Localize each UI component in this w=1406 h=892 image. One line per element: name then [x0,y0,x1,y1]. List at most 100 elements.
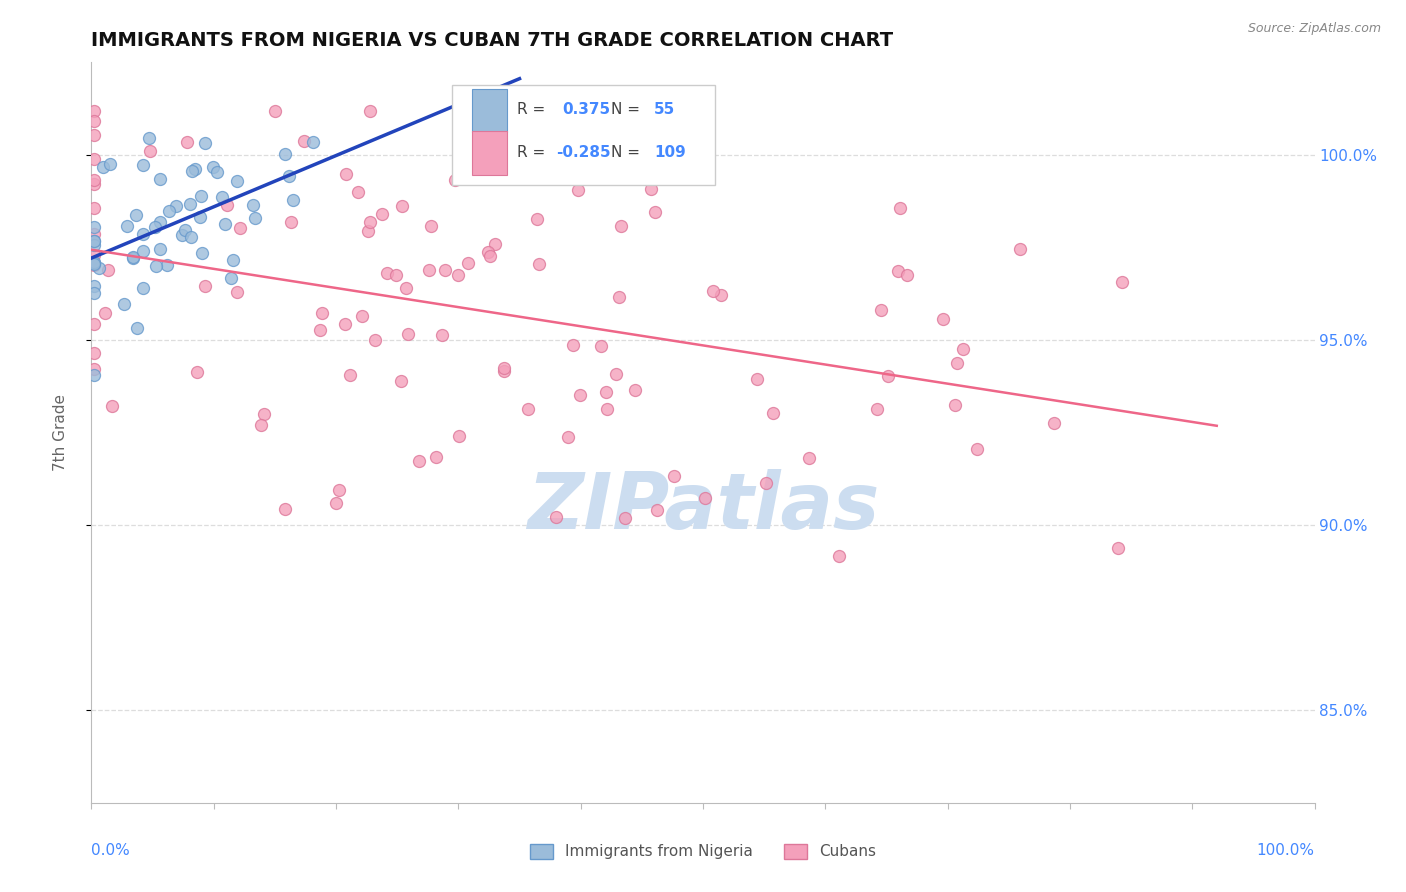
Point [644,204,666,219]
Point [274,501,297,516]
Point [477,245,499,260]
Point [526,211,548,226]
Point [83,286,105,301]
Point [83,235,105,249]
Point [952,342,974,356]
Text: 100.0%: 100.0% [1257,843,1315,858]
Point [370,207,392,221]
Point [359,215,381,229]
Point [605,367,627,381]
Point [347,185,370,199]
Point [762,406,785,420]
Point [889,201,911,215]
Point [157,204,180,219]
Point [193,279,215,293]
Point [1008,242,1031,256]
Point [292,134,315,148]
Point [139,144,162,158]
Point [184,161,207,176]
Point [492,364,515,378]
Point [364,334,387,348]
Point [557,430,579,444]
Point [211,190,233,204]
Point [457,256,479,270]
Point [1043,417,1066,431]
Point [887,263,910,277]
Point [494,361,516,376]
Point [562,338,585,352]
Point [125,208,148,222]
Point [83,177,105,191]
Point [83,317,105,331]
Point [91,161,114,175]
Text: N =: N = [612,103,640,118]
Point [83,256,105,270]
Point [695,491,717,506]
Point [430,327,453,342]
FancyBboxPatch shape [472,131,508,175]
Point [302,135,325,149]
Point [333,317,356,331]
Point [385,268,408,283]
Point [83,234,105,248]
Point [394,281,416,295]
Point [176,135,198,149]
Point [138,131,160,145]
Point [149,242,172,256]
Point [83,362,105,376]
Point [83,238,105,252]
Text: -0.285: -0.285 [557,145,610,160]
Point [83,227,105,241]
Point [253,408,276,422]
Point [273,146,295,161]
Point [946,356,969,370]
Point [389,374,412,388]
Point [434,263,457,277]
Point [165,199,187,213]
Point [112,296,135,310]
Text: Source: ZipAtlas.com: Source: ZipAtlas.com [1247,22,1381,36]
Text: 55: 55 [654,103,675,118]
Point [83,279,105,293]
Point [122,251,145,265]
Point [156,258,179,272]
Point [335,167,357,181]
Point [609,290,631,304]
Point [229,221,252,235]
Point [325,496,347,510]
Point [281,193,304,207]
Point [83,114,105,128]
Point [869,303,891,318]
Text: 0.375: 0.375 [562,103,610,118]
Point [89,260,111,275]
Point [866,401,889,416]
Point [560,107,582,121]
Point [194,136,217,151]
Point [132,244,155,258]
Point [645,502,668,516]
Point [484,237,506,252]
FancyBboxPatch shape [453,85,716,185]
Point [132,158,155,172]
Point [100,157,122,171]
Point [263,103,285,118]
Point [308,323,330,337]
Point [94,306,117,320]
Point [222,252,245,267]
Point [280,215,302,229]
Point [419,219,441,234]
Point [117,219,139,234]
Point [219,270,242,285]
Point [710,287,733,301]
Point [932,312,955,326]
FancyBboxPatch shape [472,88,508,132]
Point [249,418,271,433]
Point [83,254,105,268]
Point [623,383,645,397]
Point [350,310,373,324]
Point [170,227,193,242]
Point [375,266,398,280]
Point [174,223,197,237]
Point [517,402,540,417]
Text: 109: 109 [654,145,686,160]
